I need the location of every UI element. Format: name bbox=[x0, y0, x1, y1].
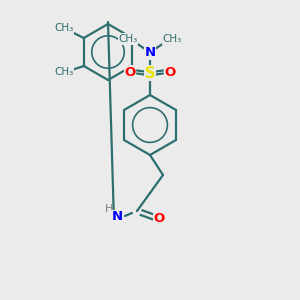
Text: CH₃: CH₃ bbox=[54, 67, 74, 77]
Text: O: O bbox=[124, 65, 136, 79]
Text: CH₃: CH₃ bbox=[118, 34, 138, 44]
Text: H: H bbox=[105, 204, 113, 214]
Text: N: N bbox=[111, 211, 123, 224]
Text: CH₃: CH₃ bbox=[162, 34, 182, 44]
Text: CH₃: CH₃ bbox=[54, 23, 74, 33]
Text: N: N bbox=[144, 46, 156, 59]
Text: S: S bbox=[145, 65, 155, 80]
Text: O: O bbox=[153, 212, 165, 226]
Text: O: O bbox=[164, 65, 175, 79]
